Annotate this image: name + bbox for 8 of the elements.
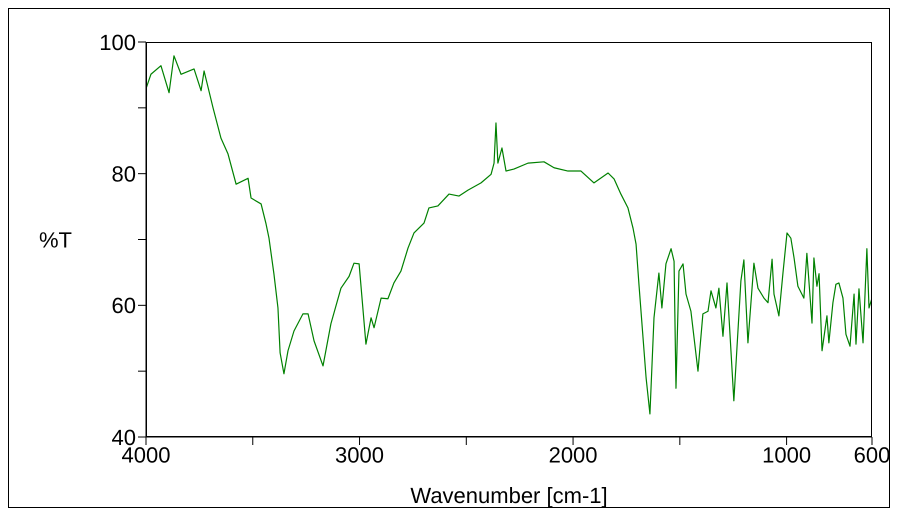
x-tick-label: 3000 [335,442,384,468]
x-tick-label: 1000 [762,442,812,468]
x-tick-label: 600 [854,442,890,468]
y-tick-label: 80 [112,161,136,186]
y-tick-label: 100 [99,30,136,55]
y-axis-title: %T [39,227,72,252]
y-tick-label: 60 [112,293,136,318]
x-tick-label: 2000 [548,442,598,468]
